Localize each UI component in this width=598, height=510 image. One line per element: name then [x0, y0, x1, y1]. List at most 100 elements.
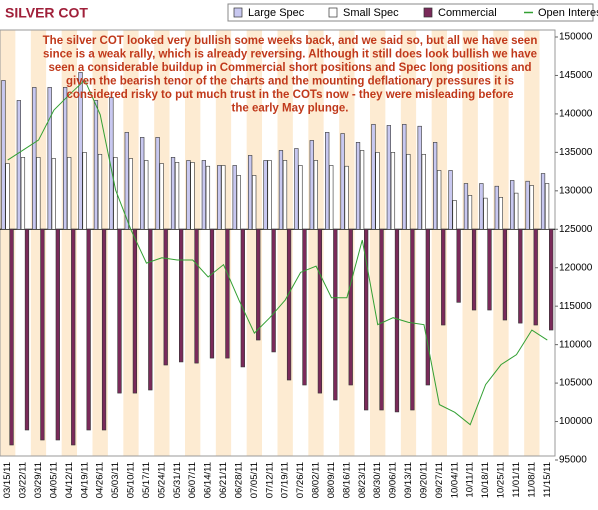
y2-tick-label: 110000 [559, 339, 592, 350]
bar [456, 228, 461, 303]
bar [240, 228, 245, 368]
bar [144, 160, 149, 230]
bar [267, 160, 272, 230]
bar [529, 185, 534, 230]
x-tick-label: 04/26/11 [95, 462, 106, 498]
x-tick-label: 03/15/11 [2, 462, 13, 498]
bar [340, 133, 345, 230]
bar [67, 157, 72, 230]
legend-label: Commercial [438, 7, 497, 19]
bar [155, 137, 160, 230]
bar [329, 165, 334, 230]
bar [494, 185, 499, 230]
x-tick-label: 11/15/11 [542, 462, 553, 498]
line-series [7, 79, 548, 426]
x-tick-label: 04/12/11 [64, 462, 75, 498]
bar [390, 152, 396, 230]
bar [9, 228, 14, 446]
bar [205, 165, 211, 230]
bar [325, 132, 330, 230]
bar [410, 228, 415, 411]
stripe [477, 30, 494, 456]
bar [483, 197, 488, 230]
bar [256, 228, 261, 341]
stripe [508, 30, 525, 456]
x-tick-label: 09/13/11 [403, 462, 414, 498]
x-tick-label: 07/05/11 [249, 462, 260, 498]
y2-tick-label: 115000 [559, 301, 592, 312]
bar [359, 150, 365, 230]
bar [55, 228, 60, 441]
bar [375, 152, 380, 230]
bar [525, 180, 530, 230]
bar [271, 228, 276, 353]
annotation-line: seen a considerable buildup in Commercia… [48, 62, 531, 74]
bar [518, 228, 523, 324]
bar [163, 228, 168, 366]
y2-tick-label: 125000 [559, 224, 593, 235]
bar [159, 163, 164, 230]
bar [417, 125, 422, 230]
x-tick-label: 08/30/11 [372, 462, 383, 498]
x-tick-label: 10/25/11 [496, 462, 507, 498]
bar [371, 123, 376, 230]
bar [47, 87, 52, 230]
x-tick-label: 08/02/11 [311, 462, 322, 498]
x-tick-label: 05/03/11 [110, 462, 121, 498]
bar [62, 87, 68, 230]
bar [317, 228, 323, 394]
bar [225, 228, 230, 359]
bar [128, 158, 133, 230]
plot-frame [0, 29, 556, 457]
stripe [447, 30, 463, 456]
bar [217, 165, 222, 230]
x-tick-label: 07/12/11 [264, 462, 275, 498]
y2-tick-label: 105000 [559, 378, 593, 389]
x-tick-label: 07/19/11 [280, 462, 291, 498]
bar [448, 170, 453, 230]
bar [252, 175, 257, 230]
bar [174, 162, 180, 230]
bar [487, 228, 492, 311]
bar [209, 228, 215, 359]
x-tick-label: 05/10/11 [126, 462, 137, 498]
bar [498, 197, 503, 230]
bar [479, 183, 484, 230]
y2-tick-label: 150000 [559, 32, 593, 43]
bar [263, 160, 268, 230]
bar [348, 228, 353, 386]
annotation-line: the early May plunge. [232, 103, 349, 115]
bar [71, 228, 76, 446]
legend-swatch [233, 7, 243, 18]
x-tick-label: 09/20/11 [418, 462, 429, 498]
x-tick-label: 03/29/11 [33, 462, 44, 498]
bar [514, 192, 519, 230]
stripe [431, 30, 448, 456]
stripe [524, 30, 540, 456]
bar [549, 228, 554, 331]
bar [406, 153, 411, 230]
bar [533, 228, 538, 326]
bar [201, 160, 206, 230]
y2-tick-label: 100000 [559, 416, 593, 427]
bar [86, 228, 91, 431]
bar [124, 132, 129, 230]
bar [236, 175, 241, 230]
x-tick-label: 07/26/11 [295, 462, 306, 498]
bar [82, 152, 87, 230]
x-tick-label: 04/19/11 [79, 462, 90, 498]
legend-box [227, 3, 594, 22]
bar [540, 173, 546, 230]
bar [179, 228, 184, 363]
bar [190, 162, 195, 230]
y2-tick-label: 140000 [559, 109, 593, 120]
x-tick-label: 04/05/11 [48, 462, 59, 498]
x-tick-label: 06/21/11 [218, 462, 229, 498]
stripe [462, 30, 478, 456]
bar [421, 153, 426, 230]
legend-swatch [328, 7, 338, 18]
bar [51, 158, 56, 230]
bar [109, 97, 114, 230]
bar [437, 170, 442, 230]
x-tick-label: 06/14/11 [203, 462, 214, 498]
